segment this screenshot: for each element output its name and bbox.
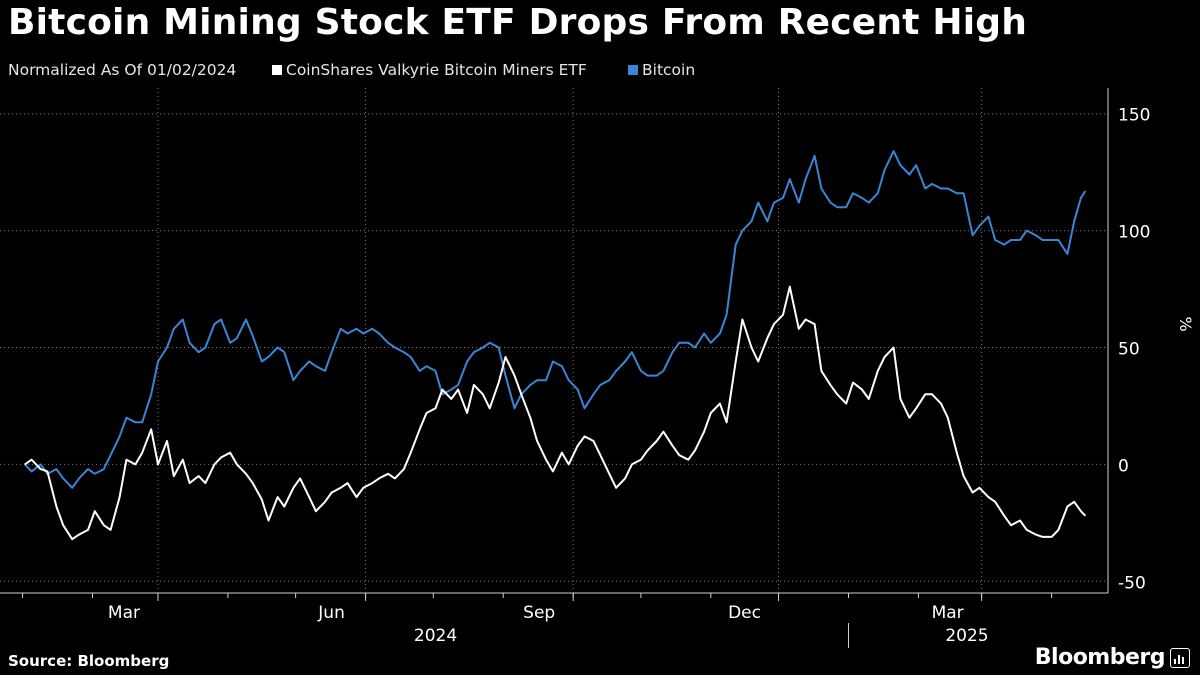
y-tick-label: -50	[1118, 573, 1146, 593]
x-tick-label: Dec	[728, 603, 761, 623]
x-year-label: 2025	[945, 626, 988, 646]
series-line-etf	[24, 285, 1087, 541]
brand-name: Bloomberg	[1034, 645, 1166, 670]
bloomberg-chart-icon	[1170, 647, 1190, 668]
legend-item-bitcoin: Bitcoin	[628, 61, 695, 79]
x-tick-label: Mar	[932, 603, 964, 623]
y-tick-label: 150	[1118, 106, 1150, 126]
y-tick-label: 100	[1118, 223, 1150, 243]
legend-label-bitcoin: Bitcoin	[642, 61, 696, 79]
y-axis-label: %	[1176, 317, 1195, 332]
chart-title: Bitcoin Mining Stock ETF Drops From Rece…	[8, 2, 1028, 43]
x-tick-label: Mar	[108, 603, 140, 623]
legend-swatch-bitcoin	[628, 65, 638, 75]
chart-subtitle: Normalized As Of 01/02/2024	[8, 61, 237, 79]
y-tick-label: 50	[1118, 340, 1140, 360]
x-year-label: 2024	[414, 626, 457, 646]
source-note: Source: Bloomberg	[8, 652, 170, 670]
brand-logo: Bloomberg	[1035, 645, 1190, 670]
legend-label-etf: CoinShares Valkyrie Bitcoin Miners ETF	[286, 61, 587, 79]
series-line-bitcoin	[24, 150, 1087, 489]
y-tick-label: 0	[1118, 456, 1129, 476]
legend-swatch-etf	[272, 65, 282, 75]
x-tick-label: Sep	[523, 603, 555, 623]
legend-item-etf: CoinShares Valkyrie Bitcoin Miners ETF	[272, 61, 587, 79]
x-tick-label: Jun	[317, 603, 345, 623]
